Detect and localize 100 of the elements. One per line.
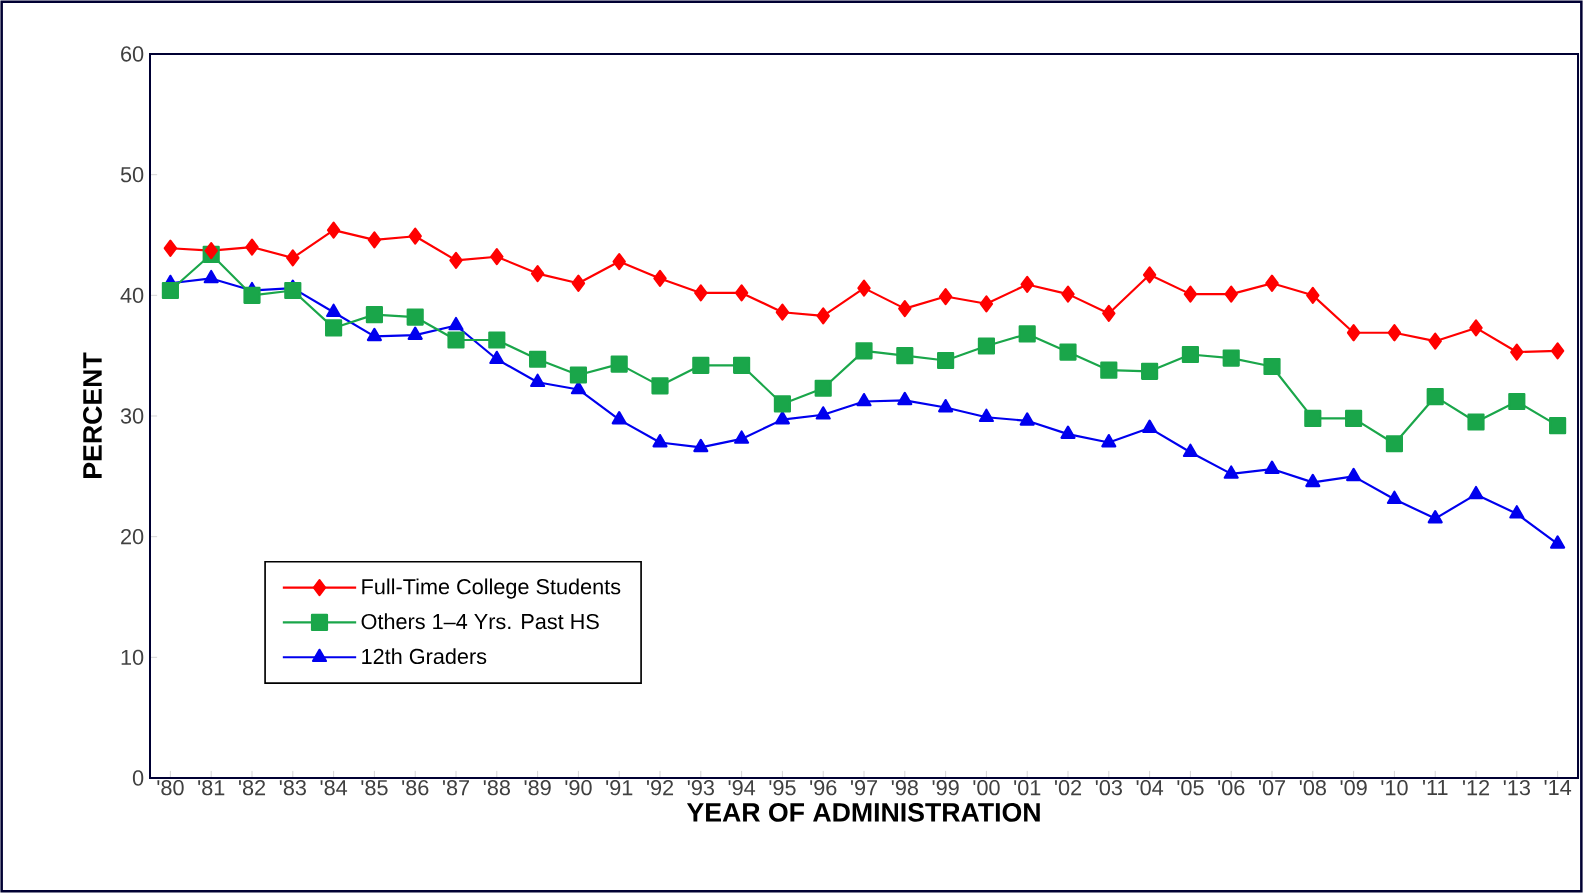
point (284, 281, 302, 300)
point (856, 392, 872, 407)
point (774, 411, 790, 425)
point (733, 356, 751, 374)
point (1550, 342, 1565, 360)
x-tick-label: '91 (606, 780, 633, 796)
point (734, 284, 749, 302)
point (365, 306, 383, 324)
x-tick-label: '12 (1462, 780, 1490, 796)
point (1550, 535, 1566, 549)
point (1224, 285, 1238, 303)
point (612, 252, 626, 271)
point (977, 337, 995, 355)
point (1018, 325, 1036, 343)
point (1102, 304, 1116, 323)
x-tick-label: '93 (687, 780, 714, 796)
x-tick-label: '89 (524, 780, 551, 796)
point (1141, 362, 1159, 380)
legend-label: 12th Graders (362, 648, 487, 665)
y-tick-label: 20 (121, 528, 144, 545)
x-tick-label: '14 (1544, 780, 1572, 795)
point (773, 395, 791, 413)
point (1346, 467, 1362, 482)
point (775, 303, 790, 321)
point (1469, 319, 1483, 337)
point (1142, 266, 1157, 284)
point (652, 433, 668, 448)
point (1265, 274, 1279, 292)
point (326, 221, 341, 239)
point (530, 373, 546, 388)
point (610, 355, 628, 373)
x-tick-label: '94 (728, 780, 756, 796)
point (1183, 285, 1198, 303)
x-tick-label: '85 (361, 780, 388, 796)
x-tick-label: '13 (1503, 780, 1530, 796)
x-tick-label: '01 (1014, 780, 1041, 796)
x-tick-label: '96 (810, 780, 837, 796)
x-tick-label: '07 (1258, 780, 1286, 796)
point (1223, 465, 1239, 479)
point (1101, 433, 1117, 448)
point (1264, 460, 1280, 474)
point (1100, 361, 1118, 379)
point (408, 227, 422, 245)
point (286, 249, 300, 267)
x-tick-label: '09 (1340, 780, 1367, 796)
x-tick-label: '86 (402, 780, 429, 796)
point (898, 300, 912, 318)
x-tick-label: '88 (483, 780, 510, 796)
x-tick-label: '02 (1054, 780, 1082, 796)
point (1060, 425, 1076, 439)
legend-label: Full-Time College Students (362, 578, 621, 599)
point (1059, 343, 1077, 361)
point (367, 231, 382, 249)
point (1222, 349, 1240, 367)
y-tick-label: 50 (120, 166, 144, 183)
x-tick-label: '97 (850, 780, 878, 796)
point (1426, 388, 1444, 406)
point (1020, 275, 1034, 294)
point (1508, 392, 1526, 411)
point (1387, 324, 1402, 342)
point (1142, 419, 1158, 433)
point (490, 248, 504, 266)
point (815, 406, 831, 420)
x-tick-label: '00 (973, 780, 1000, 796)
point (243, 286, 261, 304)
point (1510, 343, 1524, 361)
point (161, 281, 179, 300)
point (163, 239, 178, 257)
point (978, 408, 994, 423)
point (896, 347, 914, 365)
point (1305, 473, 1321, 488)
point (857, 279, 871, 297)
point (203, 269, 219, 284)
point (693, 438, 709, 453)
x-tick-label: '81 (198, 780, 225, 796)
point (530, 265, 545, 283)
point (448, 316, 464, 331)
point (1385, 435, 1403, 453)
point (938, 287, 953, 306)
point (1346, 324, 1361, 342)
x-tick-label: '83 (279, 780, 306, 796)
point (1428, 332, 1442, 350)
point (245, 238, 259, 256)
point (1509, 505, 1525, 519)
point (814, 379, 832, 397)
point (1386, 490, 1402, 505)
point (449, 251, 463, 269)
x-tick-label: '99 (932, 780, 959, 796)
point (937, 351, 955, 370)
x-tick-label: '87 (442, 780, 470, 796)
point (979, 295, 994, 313)
point (488, 331, 506, 349)
y-tick-label: 30 (120, 408, 144, 424)
point (1427, 509, 1443, 524)
point (569, 366, 587, 384)
x-axis-title: YEAR OF ADMINISTRATION (686, 802, 1040, 822)
point (406, 308, 424, 326)
point (1549, 417, 1567, 435)
point (1019, 412, 1035, 426)
y-tick-label: 60 (121, 46, 144, 62)
